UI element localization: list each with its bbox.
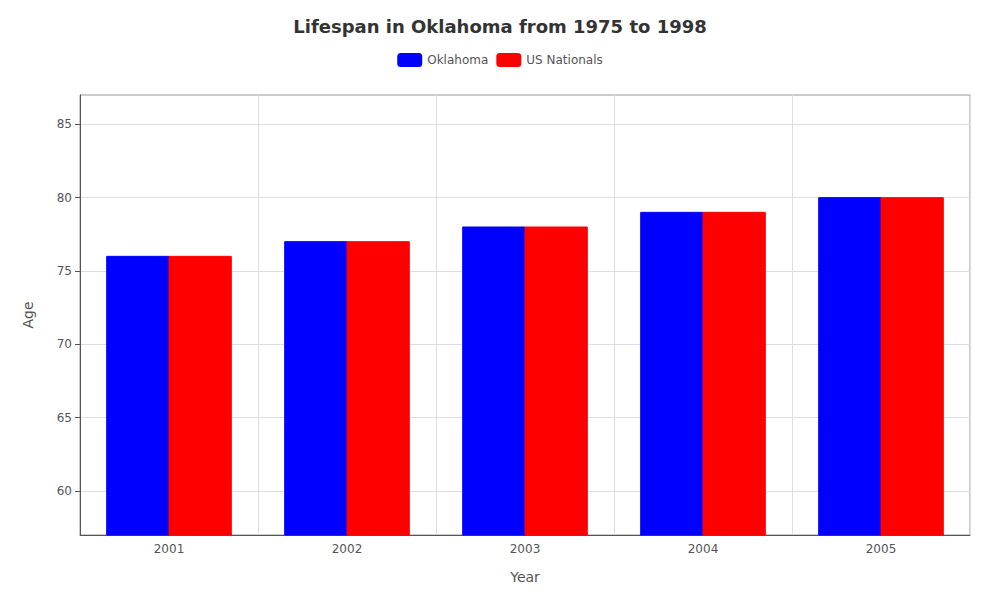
svg-text:Age: Age	[20, 301, 36, 328]
svg-text:2005: 2005	[866, 542, 897, 556]
svg-text:2004: 2004	[688, 542, 719, 556]
svg-text:2003: 2003	[510, 542, 541, 556]
svg-text:Year: Year	[509, 569, 540, 585]
svg-text:US Nationals: US Nationals	[526, 53, 602, 67]
svg-text:80: 80	[57, 191, 72, 205]
svg-text:75: 75	[57, 264, 72, 278]
svg-text:70: 70	[57, 337, 72, 351]
svg-text:Lifespan in Oklahoma from 1975: Lifespan in Oklahoma from 1975 to 1998	[293, 16, 707, 37]
svg-text:2002: 2002	[332, 542, 363, 556]
svg-text:2001: 2001	[154, 542, 185, 556]
svg-text:60: 60	[57, 484, 72, 498]
svg-text:65: 65	[57, 411, 72, 425]
svg-text:85: 85	[57, 117, 72, 131]
svg-text:Oklahoma: Oklahoma	[427, 53, 488, 67]
